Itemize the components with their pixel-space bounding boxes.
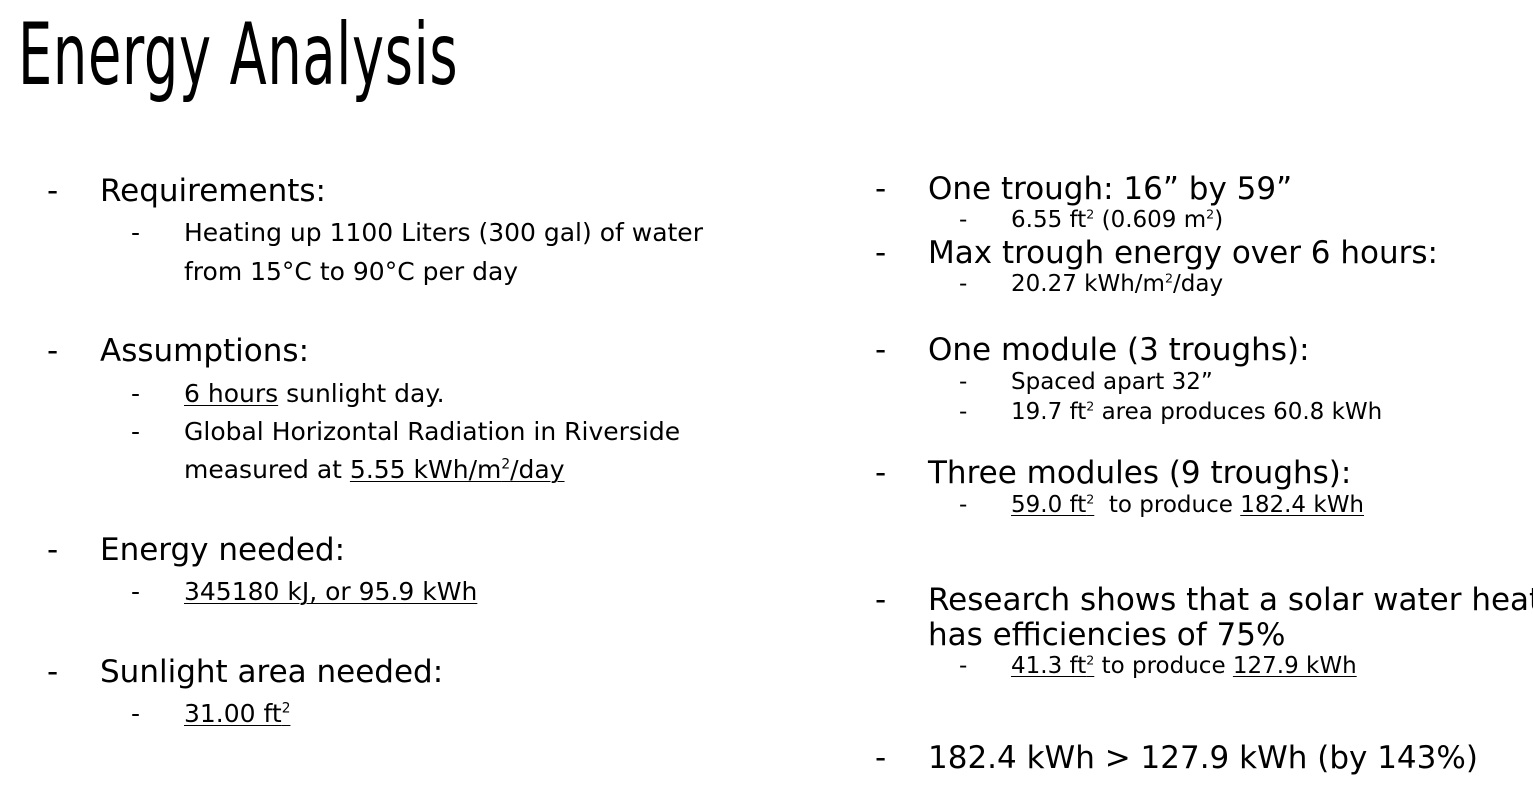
assumption-radiation-line-2: measured at 5.55 kWh/m2/day	[184, 455, 565, 484]
bullet-dash: -	[131, 699, 141, 728]
bullet-dash: -	[959, 369, 968, 395]
bullet-dash: -	[875, 332, 887, 368]
bullet-dash: -	[131, 417, 141, 446]
bullet-dash: -	[875, 582, 887, 618]
bullet-dash: -	[47, 173, 59, 209]
bullet-dash: -	[47, 532, 59, 568]
bullet-dash: -	[47, 333, 59, 369]
conclusion: 182.4 kWh > 127.9 kWh (by 143%)	[928, 740, 1478, 776]
research-energy: 127.9 kWh	[1232, 653, 1357, 679]
page-title: Energy Analysis	[18, 5, 459, 105]
three-modules-area: 59.0 ft2	[1011, 491, 1095, 518]
bullet-dash: -	[959, 653, 968, 679]
bullet-dash: -	[959, 271, 968, 297]
sunlight-area-value: 31.00 ft2	[184, 699, 291, 728]
bullet-dash: -	[875, 235, 887, 271]
module-spacing: Spaced apart 32”	[1011, 369, 1213, 395]
research-area: 41.3 ft2	[1011, 652, 1095, 679]
bullet-dash: -	[131, 218, 141, 247]
bullet-dash: -	[875, 455, 887, 491]
assumption-sunlight: 6 hours sunlight day.	[184, 379, 445, 408]
three-modules-result: 59.0 ft2 to produce 182.4 kWh	[1011, 491, 1365, 518]
research-line-1: Research shows that a solar water heater	[928, 582, 1533, 618]
radiation-value: 5.55 kWh/m2/day	[349, 455, 565, 484]
sunlight-hours: 6 hours	[184, 379, 279, 408]
energy-needed-value: 345180 kJ, or 95.9 kWh	[184, 577, 478, 606]
three-modules-energy: 182.4 kWh	[1240, 492, 1365, 518]
assumptions-heading: Assumptions:	[100, 333, 310, 369]
assumption-radiation-line-1: Global Horizontal Radiation in Riverside	[184, 417, 681, 446]
three-modules-heading: Three modules (9 troughs):	[928, 455, 1352, 491]
bullet-dash: -	[875, 171, 887, 207]
requirements-line-2: from 15°C to 90°C per day	[184, 257, 519, 286]
sunlight-rest: sunlight day.	[278, 379, 445, 408]
trough-area: 6.55 ft2 (0.609 m2)	[1011, 206, 1224, 233]
max-energy-heading: Max trough energy over 6 hours:	[928, 235, 1438, 271]
bullet-dash: -	[131, 379, 141, 408]
sunlight-area-heading: Sunlight area needed:	[100, 654, 444, 690]
bullet-dash: -	[875, 740, 887, 776]
research-line-2: has efficiencies of 75%	[928, 617, 1286, 653]
research-result: 41.3 ft2 to produce 127.9 kWh	[1011, 652, 1357, 679]
bullet-dash: -	[47, 654, 59, 690]
bullet-dash: -	[959, 207, 968, 233]
max-energy-value: 20.27 kWh/m2/day	[1011, 270, 1224, 297]
requirements-heading: Requirements:	[100, 173, 326, 209]
module-area: 19.7 ft2 area produces 60.8 kWh	[1011, 398, 1383, 425]
energy-needed-heading: Energy needed:	[100, 532, 346, 568]
bullet-dash: -	[959, 399, 968, 425]
bullet-dash: -	[959, 492, 968, 518]
bullet-dash: -	[131, 577, 141, 606]
radiation-prefix: measured at	[184, 455, 350, 484]
trough-heading: One trough: 16” by 59”	[928, 171, 1293, 207]
module-heading: One module (3 troughs):	[928, 332, 1310, 368]
requirements-line-1: Heating up 1100 Liters (300 gal) of wate…	[184, 218, 703, 247]
